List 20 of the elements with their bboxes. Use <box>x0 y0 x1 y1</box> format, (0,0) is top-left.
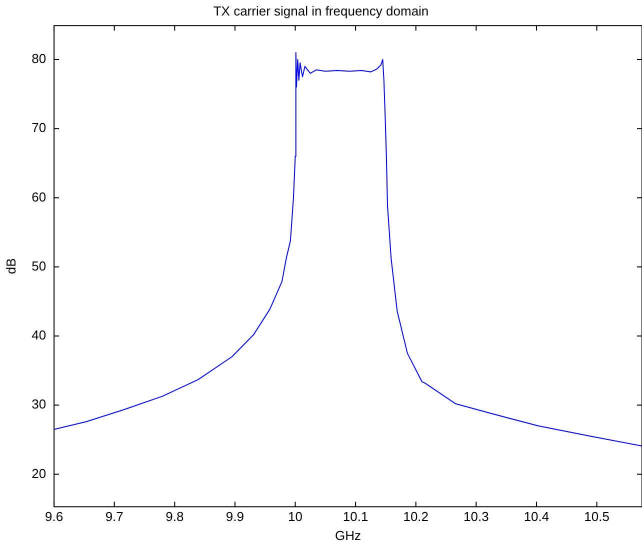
x-tick-label: 9.9 <box>226 509 244 524</box>
x-tick-label: 10.1 <box>342 509 368 524</box>
y-tick-label: 40 <box>32 328 46 343</box>
x-tick-label: 10.5 <box>584 509 610 524</box>
y-tick-label: 30 <box>32 396 46 412</box>
x-tick-label: 10.3 <box>464 509 489 524</box>
y-tick-label: 50 <box>32 258 46 274</box>
x-axis-title: GHz <box>335 528 362 543</box>
y-tick-label: 20 <box>32 466 46 481</box>
x-tick-label: 10.4 <box>524 509 550 524</box>
x-tick-label: 9.7 <box>105 509 124 524</box>
y-tick-label: 60 <box>32 189 46 204</box>
y-axis-title: dB <box>3 258 18 274</box>
chart-title: TX carrier signal in frequency domain <box>213 3 429 18</box>
x-tick-label: 9.8 <box>166 509 184 524</box>
y-tick-label: 80 <box>32 51 46 66</box>
x-tick-label: 10.2 <box>403 509 429 524</box>
y-tick-label: 70 <box>32 120 46 136</box>
x-tick-label: 10 <box>288 509 302 524</box>
x-tick-label: 9.6 <box>45 509 64 524</box>
